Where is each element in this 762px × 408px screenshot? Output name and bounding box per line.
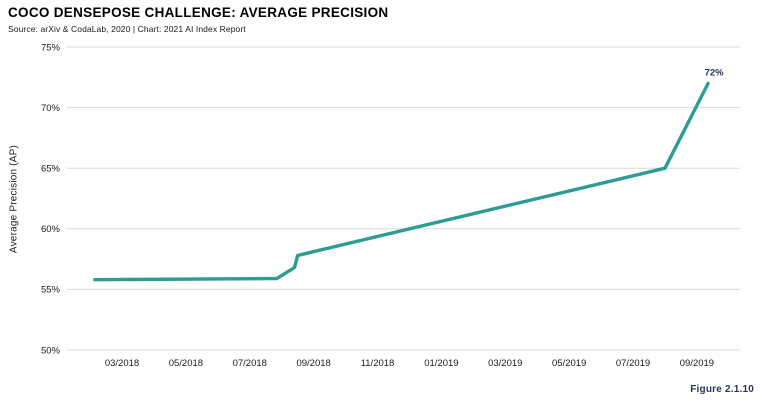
x-tick-label: 05/2019 bbox=[552, 358, 586, 369]
x-tick-label: 09/2019 bbox=[680, 358, 714, 369]
x-tick-label: 11/2018 bbox=[361, 358, 395, 369]
average-precision-line bbox=[93, 81, 710, 282]
y-tick-label: 75% bbox=[41, 42, 61, 53]
chart-source-line: Source: arXiv & CodaLab, 2020 | Chart: 2… bbox=[8, 24, 246, 34]
y-tick-label: 50% bbox=[41, 345, 61, 356]
x-tick-label: 07/2018 bbox=[233, 358, 267, 369]
x-tick-label: 01/2019 bbox=[424, 358, 458, 369]
x-tick-label: 07/2019 bbox=[616, 358, 650, 369]
end-value-label: 72% bbox=[705, 67, 725, 78]
y-tick-label: 65% bbox=[41, 164, 61, 175]
x-tick-label: 09/2018 bbox=[296, 358, 330, 369]
x-tick-label: 03/2019 bbox=[488, 358, 522, 369]
x-tick-label: 05/2018 bbox=[169, 358, 203, 369]
y-tick-label: 70% bbox=[41, 103, 61, 114]
x-tick-label: 03/2018 bbox=[105, 358, 139, 369]
y-tick-label: 55% bbox=[41, 285, 61, 296]
chart-title: COCO DENSEPOSE CHALLENGE: AVERAGE PRECIS… bbox=[8, 5, 389, 20]
y-tick-label: 60% bbox=[41, 224, 61, 235]
figure-caption: Figure 2.1.10 bbox=[690, 384, 754, 395]
